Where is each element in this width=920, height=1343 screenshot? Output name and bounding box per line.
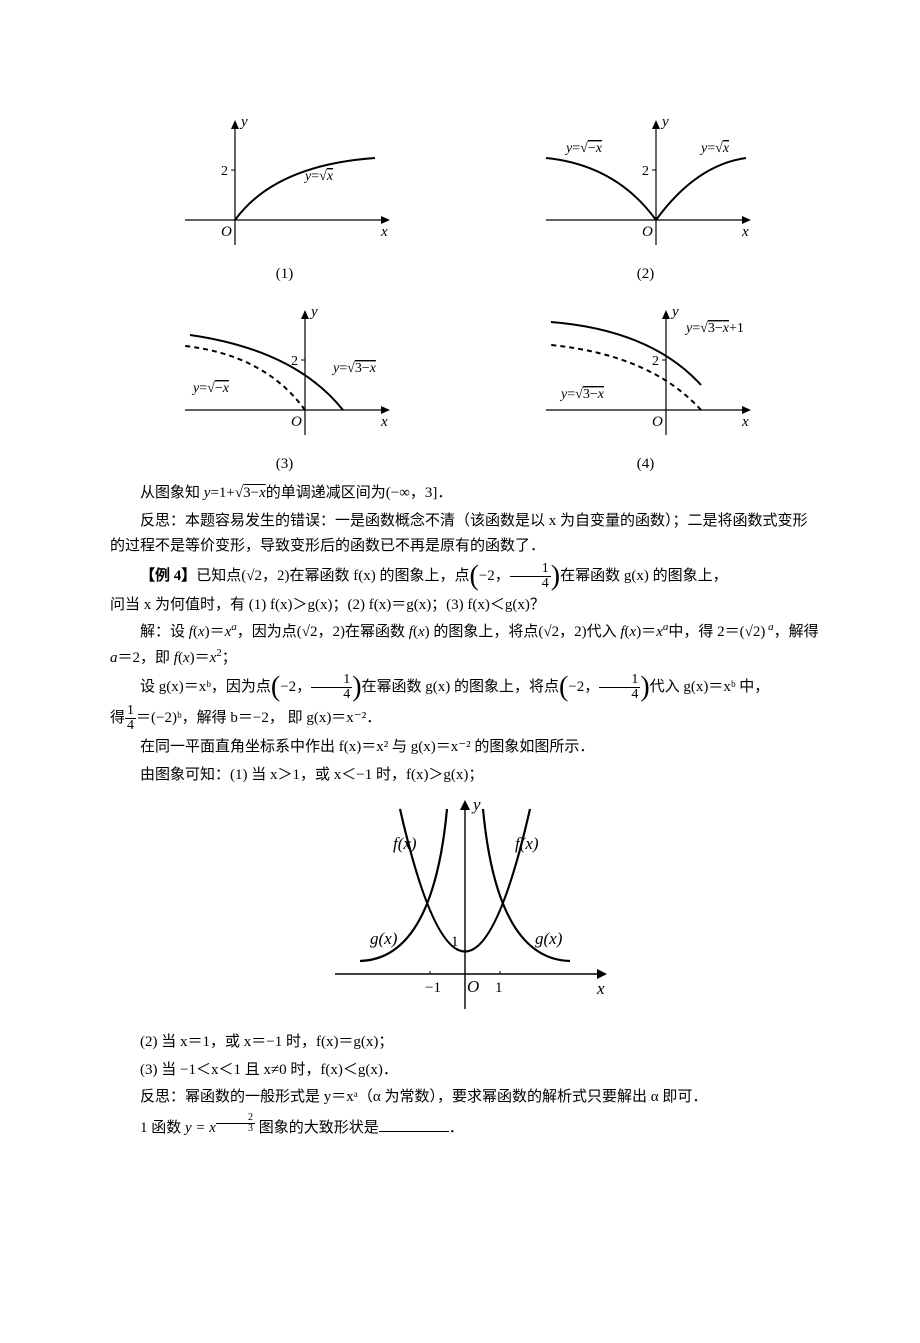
- svg-text:1: 1: [495, 980, 503, 996]
- svg-text:y: y: [309, 304, 318, 320]
- svg-text:−1: −1: [425, 980, 441, 996]
- solution-line4: 在同一平面直角坐标系中作出 f(x)＝x² 与 g(x)＝x⁻² 的图象如图所示…: [110, 735, 820, 761]
- svg-text:y: y: [471, 795, 481, 814]
- figure-caption: (2): [536, 262, 756, 288]
- solution-line5: 由图象可知：(1) 当 x＞1，或 x＜−1 时，f(x)＞g(x)；: [110, 763, 820, 789]
- svg-text:f(x): f(x): [515, 834, 539, 853]
- svg-text:y: y: [670, 304, 679, 320]
- example-tag: 【例 4】: [140, 567, 196, 583]
- example4-q: 【例 4】已知点(√2，2)在幂函数 f(x) 的图象上，点(−2，14)在幂函…: [110, 562, 820, 591]
- svg-text:y=√3−x: y=√3−x: [331, 361, 377, 376]
- svg-text:x: x: [596, 979, 605, 998]
- svg-text:y=√−x: y=√−x: [564, 141, 603, 156]
- svg-text:x: x: [741, 414, 749, 430]
- figure-caption: (1): [175, 262, 395, 288]
- svg-text:y=√−x: y=√−x: [191, 381, 230, 396]
- reflect-1: 反思：本题容易发生的错误：一是函数概念不清（该函数是以 x 为自变量的函数）；二…: [110, 509, 820, 560]
- figure-bottom: yxO−111f(x)f(x)g(x)g(x): [315, 794, 615, 1024]
- svg-text:y: y: [660, 114, 669, 130]
- svg-text:O: O: [467, 977, 479, 996]
- svg-text:y: y: [239, 114, 248, 130]
- svg-text:y=√x: y=√x: [303, 169, 334, 184]
- svg-text:g(x): g(x): [370, 929, 398, 948]
- svg-text:y=√3−x: y=√3−x: [559, 387, 605, 402]
- figure-caption: (3): [175, 452, 395, 478]
- figure-bottom-wrap: yxO−111f(x)f(x)g(x)g(x): [110, 794, 820, 1024]
- question-1: 1 函数 y = x23 图象的大致形状是．: [110, 1113, 820, 1142]
- line-after-fig: 从图象知 y=1+√3−x的单调递减区间为(−∞，3]．: [110, 481, 820, 507]
- svg-text:2: 2: [221, 164, 228, 179]
- example4-q2: 问当 x 为何值时，有 (1) f(x)＞g(x)；(2) f(x)＝g(x)；…: [110, 593, 820, 619]
- solution-line1: 解：设 f(x)＝xa，因为点(√2，2)在幂函数 f(x) 的图象上，将点(√…: [110, 620, 820, 671]
- svg-text:2: 2: [652, 354, 659, 369]
- svg-text:O: O: [291, 414, 302, 430]
- svg-text:y=√x: y=√x: [699, 141, 730, 156]
- solution-line2: 设 g(x)＝xᵇ，因为点(−2，14)在幂函数 g(x) 的图象上，将点(−2…: [110, 673, 820, 702]
- figure-panel-1: y x O 2 y=√x (1): [175, 110, 395, 288]
- reflect-2: 反思：幂函数的一般形式是 y＝xᵃ（α 为常数），要求幂函数的解析式只要解出 α…: [110, 1085, 820, 1111]
- blank-fill: [379, 1131, 449, 1132]
- figure-grid-top: y x O 2 y=√x (1) y x O 2 y=√−x y=√x (2) y x O 2 y=√−x y=√3…: [110, 110, 820, 477]
- svg-text:f(x): f(x): [393, 834, 417, 853]
- figure-panel-2: y x O 2 y=√−x y=√x (2): [536, 110, 756, 288]
- svg-text:O: O: [221, 224, 232, 240]
- figure-panel-3: yxO2y=√−xy=√3−x(3): [175, 300, 395, 478]
- svg-text:y=√3−x+1: y=√3−x+1: [684, 321, 744, 336]
- svg-text:x: x: [380, 414, 388, 430]
- svg-text:x: x: [741, 224, 749, 240]
- svg-text:O: O: [652, 414, 663, 430]
- solution-line3: 得14＝(−2)ᵇ，解得 b＝−2， 即 g(x)＝x⁻²．: [110, 704, 820, 733]
- figure-caption: (4): [536, 452, 756, 478]
- figure-panel-4: y x O 2 y=√3−x y=√3−x+1 (4): [536, 300, 756, 478]
- svg-text:g(x): g(x): [535, 929, 563, 948]
- answer-2: (2) 当 x＝1，或 x＝−1 时，f(x)＝g(x)；: [110, 1030, 820, 1056]
- svg-text:O: O: [642, 224, 653, 240]
- svg-text:x: x: [380, 224, 388, 240]
- answer-3: (3) 当 −1＜x＜1 且 x≠0 时，f(x)＜g(x)．: [110, 1058, 820, 1084]
- svg-text:2: 2: [642, 164, 649, 179]
